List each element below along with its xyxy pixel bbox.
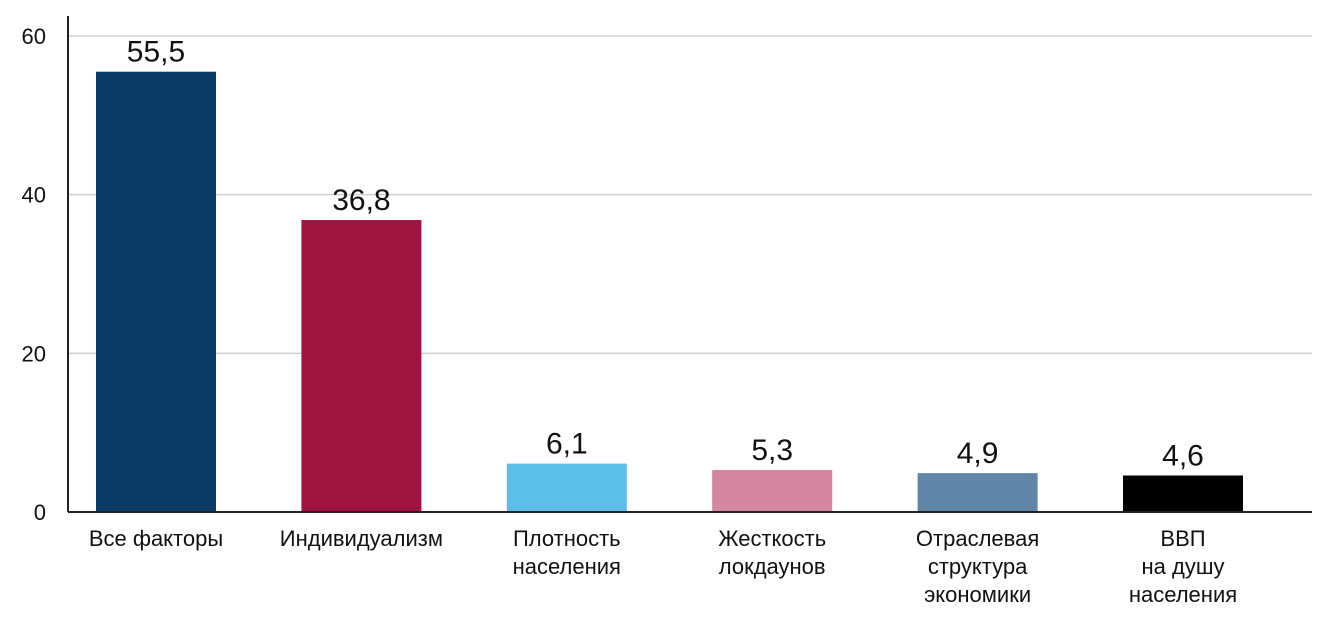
bars bbox=[96, 71, 1243, 512]
y-tick-label: 40 bbox=[22, 183, 46, 208]
bar bbox=[712, 469, 833, 512]
bar bbox=[1123, 475, 1243, 512]
category-label: Отраслевая структура экономики bbox=[916, 526, 1039, 607]
value-label: 4,6 bbox=[1162, 440, 1204, 473]
value-label: 6,1 bbox=[546, 428, 588, 461]
value-label: 5,3 bbox=[751, 434, 793, 467]
gridlines bbox=[68, 35, 1312, 355]
bar bbox=[301, 220, 422, 512]
y-tick-label: 60 bbox=[22, 24, 46, 49]
value-label: 4,9 bbox=[957, 437, 999, 470]
category-label: Жесткость локдаунов bbox=[718, 526, 826, 579]
value-label: 55,5 bbox=[127, 36, 185, 69]
y-tick-label: 20 bbox=[22, 341, 46, 366]
category-label: ВВП на душу населения bbox=[1129, 526, 1237, 607]
value-label: 36,8 bbox=[332, 184, 390, 217]
bar bbox=[506, 463, 627, 512]
labels: 0 20 40 60 55,5 Все факторы 36,8 Индивидуализм 6… bbox=[22, 24, 1238, 607]
axes bbox=[67, 16, 1312, 513]
category-label: Плотность населения bbox=[513, 526, 621, 579]
bar bbox=[96, 71, 216, 512]
y-tick-label: 0 bbox=[34, 500, 46, 525]
bar bbox=[917, 473, 1038, 512]
category-label: Все факторы bbox=[89, 526, 223, 551]
category-label: Индивидуализм bbox=[280, 526, 443, 551]
